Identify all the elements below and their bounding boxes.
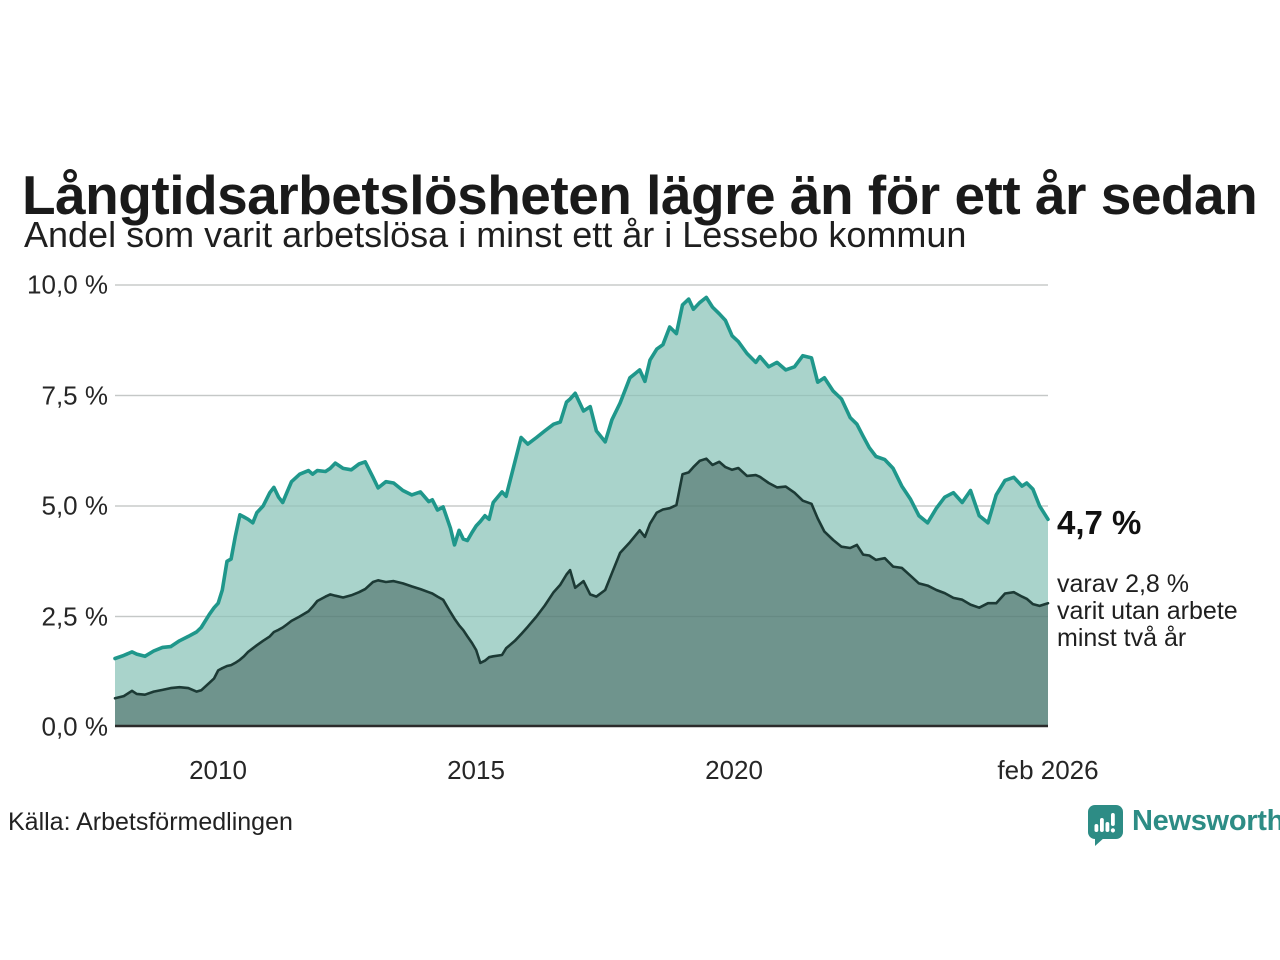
series-line-two-year: [113, 457, 1050, 700]
latest-value-label: 4,7 %: [1057, 504, 1142, 541]
secondary-value-line: minst två år: [1057, 624, 1187, 652]
gridlines-overlay: [115, 284, 1048, 618]
series-line-one-year: [113, 295, 1050, 661]
y-tick-label: 2,5 %: [41, 601, 109, 631]
y-tick-label: 10,0 %: [27, 269, 108, 300]
newsworthy-logo-text: Newsworthy: [1132, 805, 1280, 837]
secondary-value-line: varit utan arbete: [1057, 597, 1238, 625]
x-tick-label: 2015: [447, 755, 505, 785]
y-tick-label: 0,0 %: [41, 711, 109, 742]
x-tick-label: feb 2026: [997, 755, 1099, 785]
series-area-two-year: [115, 458, 1048, 727]
x-tick-label: 2010: [189, 755, 247, 785]
page-title: Långtidsarbetslösheten lägre än för ett …: [22, 163, 1258, 226]
y-tick-label: 7,5 %: [41, 380, 109, 410]
y-tick-label: 5,0 %: [41, 490, 109, 521]
secondary-value-line: varav 2,8 %: [1057, 570, 1190, 598]
x-tick-label: 2020: [705, 755, 763, 785]
secondary-value-label: varav 2,8 % varit utan arbete minst två …: [1057, 571, 1238, 652]
newsworthy-chart-bubble-icon: [1088, 805, 1123, 846]
newsworthy-logo: Newsworthy: [1088, 805, 1280, 847]
page-subtitle: Andel som varit arbetslösa i minst ett å…: [24, 214, 967, 255]
source-attribution: Källa: Arbetsförmedlingen: [8, 808, 293, 836]
